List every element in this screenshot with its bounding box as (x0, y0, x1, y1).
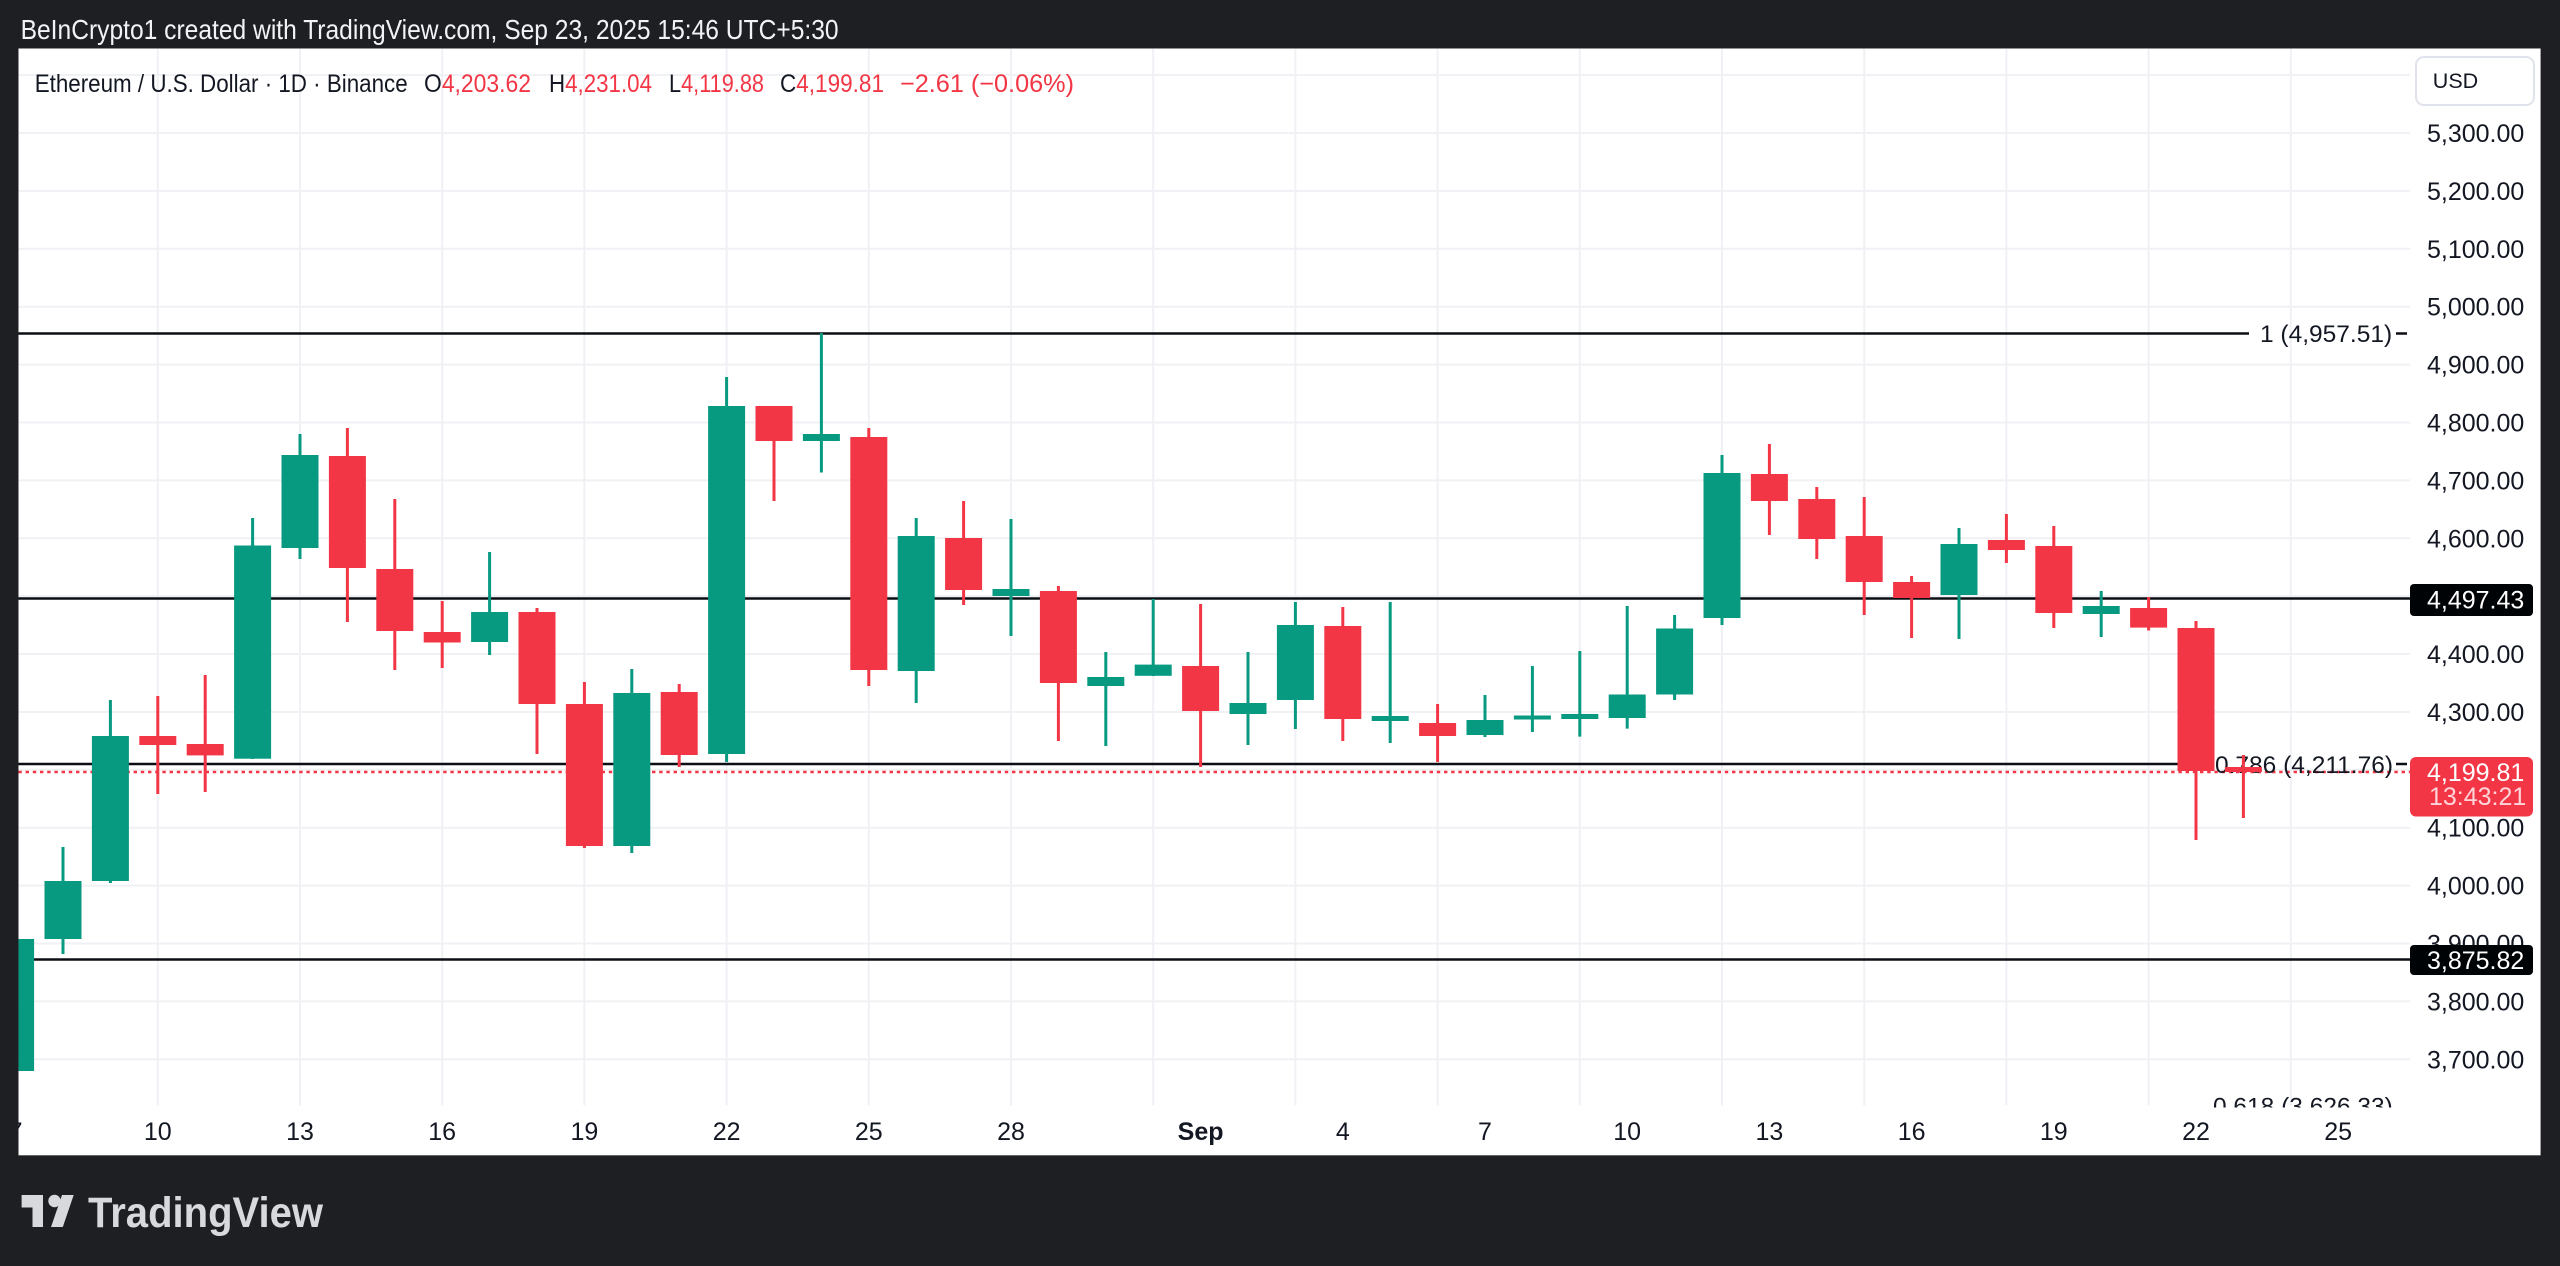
svg-text:16: 16 (1898, 1118, 1926, 1146)
svg-text:0.618 (3,626.33): 0.618 (3,626.33) (2213, 1094, 2393, 1121)
svg-text:7: 7 (1478, 1118, 1492, 1146)
svg-text:19: 19 (570, 1118, 598, 1146)
svg-text:13: 13 (1755, 1118, 1783, 1146)
svg-text:28: 28 (997, 1118, 1025, 1146)
svg-text:4,300.00: 4,300.00 (2427, 699, 2524, 727)
svg-text:L4,119.88: L4,119.88 (669, 70, 764, 98)
svg-text:13: 13 (286, 1118, 314, 1146)
svg-text:USD: USD (2433, 69, 2478, 93)
svg-text:4,900.00: 4,900.00 (2427, 352, 2524, 380)
svg-text:4,000.00: 4,000.00 (2427, 873, 2524, 901)
svg-text:25: 25 (2324, 1118, 2352, 1146)
svg-text:4: 4 (1336, 1118, 1350, 1146)
svg-text:C4,199.81: C4,199.81 (780, 70, 884, 98)
svg-text:Ethereum / U.S. Dollar · 1D ·: Ethereum / U.S. Dollar · 1D · Binance (35, 70, 408, 98)
svg-text:16: 16 (428, 1118, 456, 1146)
svg-text:TradingView: TradingView (88, 1189, 324, 1237)
svg-text:22: 22 (713, 1118, 741, 1146)
svg-text:5,300.00: 5,300.00 (2427, 120, 2524, 148)
svg-text:3,800.00: 3,800.00 (2427, 988, 2524, 1016)
svg-text:4,199.81: 4,199.81 (2427, 759, 2524, 787)
svg-text:25: 25 (855, 1118, 883, 1146)
svg-text:4,497.43: 4,497.43 (2427, 587, 2524, 615)
svg-text:3,700.00: 3,700.00 (2427, 1046, 2524, 1074)
svg-text:5,100.00: 5,100.00 (2427, 236, 2524, 264)
svg-text:H4,231.04: H4,231.04 (549, 70, 652, 98)
svg-text:4,400.00: 4,400.00 (2427, 641, 2524, 669)
svg-text:3,875.82: 3,875.82 (2427, 947, 2524, 975)
svg-text:4,600.00: 4,600.00 (2427, 525, 2524, 553)
svg-text:4,800.00: 4,800.00 (2427, 410, 2524, 438)
svg-text:Sep: Sep (1178, 1118, 1224, 1146)
svg-text:19: 19 (2040, 1118, 2068, 1146)
svg-text:4,700.00: 4,700.00 (2427, 467, 2524, 495)
svg-text:O4,203.62: O4,203.62 (424, 70, 531, 98)
svg-text:BeInCrypto1 created with Tradi: BeInCrypto1 created with TradingView.com… (21, 14, 839, 45)
svg-text:13:43:21: 13:43:21 (2429, 783, 2526, 811)
svg-text:0.786 (4,211.76): 0.786 (4,211.76) (2215, 752, 2393, 779)
svg-text:10: 10 (1613, 1118, 1641, 1146)
svg-text:5,000.00: 5,000.00 (2427, 294, 2524, 322)
svg-text:10: 10 (144, 1118, 172, 1146)
svg-text:1 (4,957.51): 1 (4,957.51) (2260, 321, 2392, 348)
svg-text:5,200.00: 5,200.00 (2427, 178, 2524, 206)
svg-text:−2.61 (−0.06%): −2.61 (−0.06%) (900, 70, 1074, 98)
svg-text:4,100.00: 4,100.00 (2427, 815, 2524, 843)
svg-text:22: 22 (2182, 1118, 2210, 1146)
